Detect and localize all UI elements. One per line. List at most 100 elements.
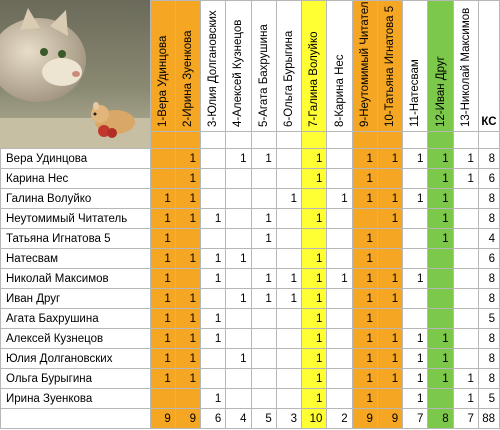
score-cell[interactable]	[326, 368, 353, 389]
score-cell[interactable]	[174, 268, 202, 289]
score-cell[interactable]: 1	[149, 188, 176, 209]
score-cell[interactable]	[301, 228, 328, 249]
row-name[interactable]: Алексей Кузнецов	[0, 328, 151, 349]
score-cell[interactable]	[200, 348, 227, 369]
score-cell[interactable]: 1	[427, 188, 454, 209]
row-name[interactable]: Николай Максимов	[0, 268, 151, 289]
score-cell[interactable]	[149, 148, 176, 169]
column-header-1[interactable]: 1-Вера Удинцова	[149, 0, 176, 132]
score-cell[interactable]: 1	[427, 328, 454, 349]
score-cell[interactable]: 1	[250, 228, 277, 249]
row-total[interactable]: 8	[477, 148, 500, 169]
score-cell[interactable]: 1	[149, 228, 176, 249]
score-cell[interactable]: 1	[351, 368, 378, 389]
score-cell[interactable]: 1	[225, 288, 252, 309]
row-total[interactable]: 8	[477, 208, 500, 229]
score-cell[interactable]: 1	[452, 168, 479, 189]
score-cell[interactable]	[326, 288, 353, 309]
row-name[interactable]: Натесвам	[0, 248, 151, 269]
score-cell[interactable]: 1	[351, 328, 378, 349]
score-cell[interactable]	[326, 348, 353, 369]
score-cell[interactable]	[225, 228, 252, 249]
score-cell[interactable]: 1	[250, 268, 277, 289]
score-cell[interactable]: 1	[275, 288, 303, 309]
row-total[interactable]: 5	[477, 308, 500, 329]
column-sum[interactable]: 9	[376, 408, 404, 429]
score-cell[interactable]: 1	[427, 208, 454, 229]
score-cell[interactable]: 1	[225, 148, 252, 169]
row-total[interactable]: 8	[477, 348, 500, 369]
score-cell[interactable]	[301, 188, 328, 209]
score-cell[interactable]: 1	[402, 388, 429, 409]
score-cell[interactable]: 1	[225, 248, 252, 269]
score-cell[interactable]: 1	[174, 368, 202, 389]
score-cell[interactable]: 1	[427, 228, 454, 249]
column-sum[interactable]: 10	[301, 408, 328, 429]
score-cell[interactable]	[376, 388, 404, 409]
score-cell[interactable]: 1	[174, 168, 202, 189]
row-total[interactable]: 8	[477, 188, 500, 209]
score-cell[interactable]	[200, 168, 227, 189]
score-cell[interactable]	[250, 388, 277, 409]
score-cell[interactable]: 1	[174, 308, 202, 329]
score-cell[interactable]	[200, 288, 227, 309]
score-cell[interactable]	[225, 268, 252, 289]
row-total[interactable]: 8	[477, 328, 500, 349]
row-name[interactable]: Галина Волуйко	[0, 188, 151, 209]
score-cell[interactable]	[326, 228, 353, 249]
score-cell[interactable]: 1	[351, 288, 378, 309]
row-name[interactable]: Агата Бахрушина	[0, 308, 151, 329]
column-sum[interactable]: 7	[402, 408, 429, 429]
grand-total[interactable]: 88	[477, 408, 500, 429]
column-sum[interactable]: 4	[225, 408, 252, 429]
score-cell[interactable]	[275, 148, 303, 169]
score-cell[interactable]: 1	[402, 148, 429, 169]
score-cell[interactable]	[326, 248, 353, 269]
score-cell[interactable]: 1	[301, 148, 328, 169]
score-cell[interactable]: 1	[427, 348, 454, 369]
row-name[interactable]: Неутомимый Читатель	[0, 208, 151, 229]
score-cell[interactable]	[452, 208, 479, 229]
score-cell[interactable]: 1	[351, 348, 378, 369]
score-cell[interactable]: 1	[174, 188, 202, 209]
row-name[interactable]: Юлия Долгановских	[0, 348, 151, 369]
row-total[interactable]: 4	[477, 228, 500, 249]
score-cell[interactable]	[452, 248, 479, 269]
score-cell[interactable]	[275, 168, 303, 189]
score-cell[interactable]	[402, 168, 429, 189]
score-cell[interactable]	[200, 228, 227, 249]
score-cell[interactable]	[427, 268, 454, 289]
score-cell[interactable]: 1	[402, 348, 429, 369]
score-cell[interactable]	[275, 228, 303, 249]
score-cell[interactable]	[402, 288, 429, 309]
score-cell[interactable]	[452, 328, 479, 349]
score-cell[interactable]: 1	[351, 168, 378, 189]
score-cell[interactable]	[275, 308, 303, 329]
score-cell[interactable]: 1	[301, 328, 328, 349]
score-cell[interactable]	[174, 228, 202, 249]
score-cell[interactable]	[225, 328, 252, 349]
score-cell[interactable]: 1	[275, 268, 303, 289]
score-cell[interactable]	[275, 368, 303, 389]
score-cell[interactable]: 1	[301, 208, 328, 229]
row-total[interactable]: 6	[477, 168, 500, 189]
score-cell[interactable]	[402, 208, 429, 229]
column-header-2[interactable]: 2-Ирина Зуенкова	[174, 0, 202, 132]
score-cell[interactable]: 1	[301, 168, 328, 189]
score-cell[interactable]: 1	[200, 308, 227, 329]
row-total[interactable]: 8	[477, 268, 500, 289]
score-cell[interactable]: 1	[452, 148, 479, 169]
score-cell[interactable]: 1	[452, 388, 479, 409]
score-cell[interactable]	[402, 308, 429, 329]
score-cell[interactable]: 1	[250, 208, 277, 229]
score-cell[interactable]: 1	[301, 368, 328, 389]
score-cell[interactable]	[250, 188, 277, 209]
column-header-11[interactable]: 11-Натесвам	[402, 0, 429, 132]
score-cell[interactable]	[225, 388, 252, 409]
score-cell[interactable]: 1	[402, 368, 429, 389]
score-cell[interactable]: 1	[200, 388, 227, 409]
score-cell[interactable]: 1	[301, 388, 328, 409]
score-cell[interactable]	[427, 388, 454, 409]
score-cell[interactable]: 1	[376, 328, 404, 349]
score-cell[interactable]	[200, 188, 227, 209]
